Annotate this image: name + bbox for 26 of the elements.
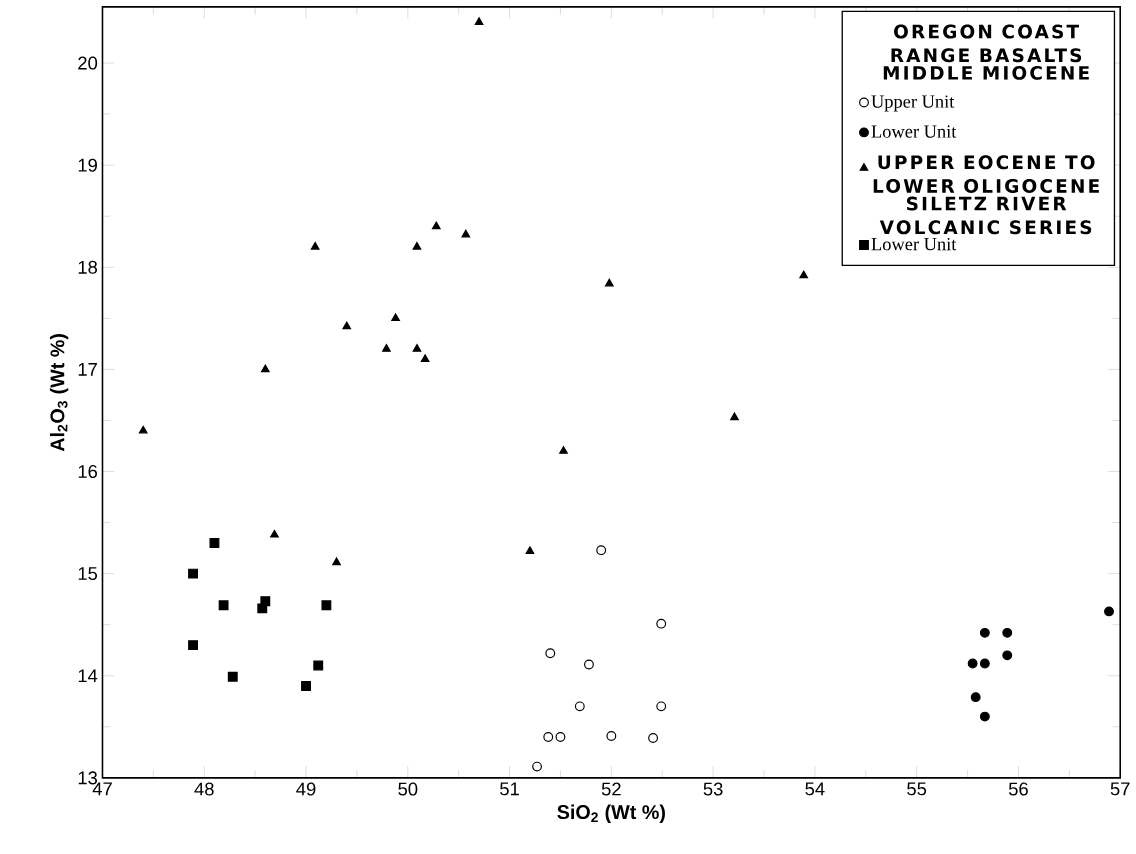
x-tick-label: 55 [907,782,927,796]
x-tick-label: 57 [1110,782,1130,796]
legend-label: Lower Unit [871,125,957,138]
legend-title: OREGON COAST RANGE BASALTS [891,24,1082,63]
x-tick-label: 49 [296,782,316,796]
y-tick-label: 20 [78,56,98,70]
y-tick-label: 15 [78,567,98,581]
y-tick-label: 16 [78,465,98,479]
annotation: MIDDLE MIOCENE [883,65,1089,80]
x-tick-label: 52 [601,782,621,796]
legend-label: Lower Unit [871,238,957,251]
legend-label: Upper Unit [871,95,955,112]
annotation: SILETZ RIVER VOLCANIC SERIES [879,196,1092,235]
x-axis-title: SiO$_{2}$ (Wt %) [557,804,665,824]
x-tick-label: 56 [1008,782,1028,796]
x-tick-label: 50 [398,782,418,796]
x-tick-label: 51 [500,782,519,796]
y-tick-label: 19 [78,158,97,172]
y-tick-label: 14 [78,669,98,683]
x-tick-label: 53 [703,782,723,796]
legend-label: UPPER EOCENE TO LOWER OLIGOCENE [873,155,1099,194]
y-tick-label: 18 [78,260,98,274]
x-tick-label: 54 [805,782,825,796]
x-tick-label: 48 [194,782,214,796]
y-axis-title: Al$_{2}$O$_{3}$ (Wt %) [49,334,69,452]
y-tick-label: 17 [78,363,97,376]
